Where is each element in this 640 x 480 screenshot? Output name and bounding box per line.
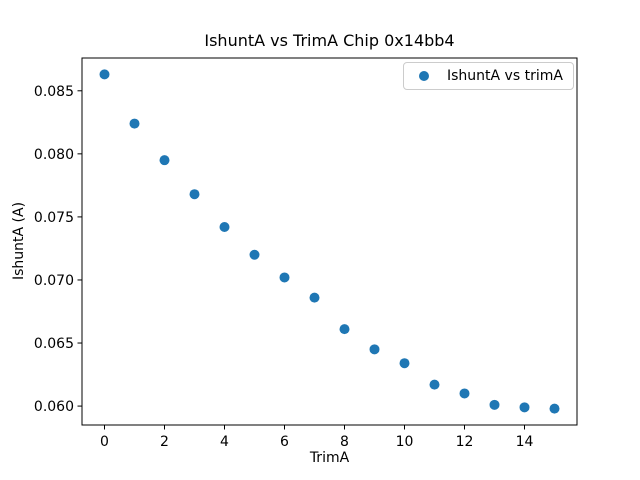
data-point <box>279 272 290 283</box>
x-tick-label: 2 <box>160 434 169 450</box>
legend: IshuntA vs trimA <box>403 62 574 90</box>
x-tick-label: 14 <box>516 434 534 450</box>
x-tick-label: 4 <box>220 434 229 450</box>
y-axis-label: IshuntA (A) <box>11 201 27 281</box>
data-point <box>399 358 410 369</box>
data-point <box>369 344 380 355</box>
x-axis-label: TrimA <box>309 450 350 466</box>
data-point <box>219 221 230 232</box>
y-tick-label: 0.085 <box>34 84 74 100</box>
data-point <box>249 249 260 260</box>
data-point <box>429 379 440 390</box>
x-tick-label: 0 <box>100 434 109 450</box>
data-point <box>159 155 170 166</box>
legend-marker-icon <box>419 71 429 81</box>
data-point <box>339 324 350 335</box>
chart-title: IshuntA vs TrimA Chip 0x14bb4 <box>204 31 455 50</box>
data-point <box>129 118 140 129</box>
y-tick-label: 0.060 <box>34 399 74 415</box>
data-point <box>99 69 110 80</box>
x-tick-label: 10 <box>396 434 414 450</box>
data-point <box>489 399 500 410</box>
y-tick-label: 0.070 <box>34 273 74 289</box>
y-tick-label: 0.065 <box>34 336 74 352</box>
legend-label: IshuntA vs trimA <box>447 68 563 84</box>
data-point <box>549 403 560 414</box>
data-point <box>189 189 200 200</box>
data-point <box>309 292 320 303</box>
axes-frame <box>81 57 578 426</box>
x-tick-label: 12 <box>456 434 474 450</box>
data-point <box>519 402 530 413</box>
x-tick-label: 8 <box>340 434 349 450</box>
y-tick-label: 0.080 <box>34 147 74 163</box>
data-point <box>459 388 470 399</box>
y-tick-label: 0.075 <box>34 210 74 226</box>
x-tick-label: 6 <box>280 434 289 450</box>
